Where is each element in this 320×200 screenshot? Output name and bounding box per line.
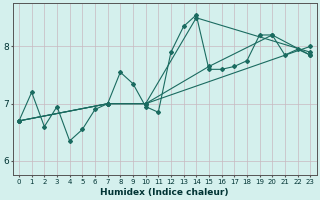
X-axis label: Humidex (Indice chaleur): Humidex (Indice chaleur) xyxy=(100,188,229,197)
